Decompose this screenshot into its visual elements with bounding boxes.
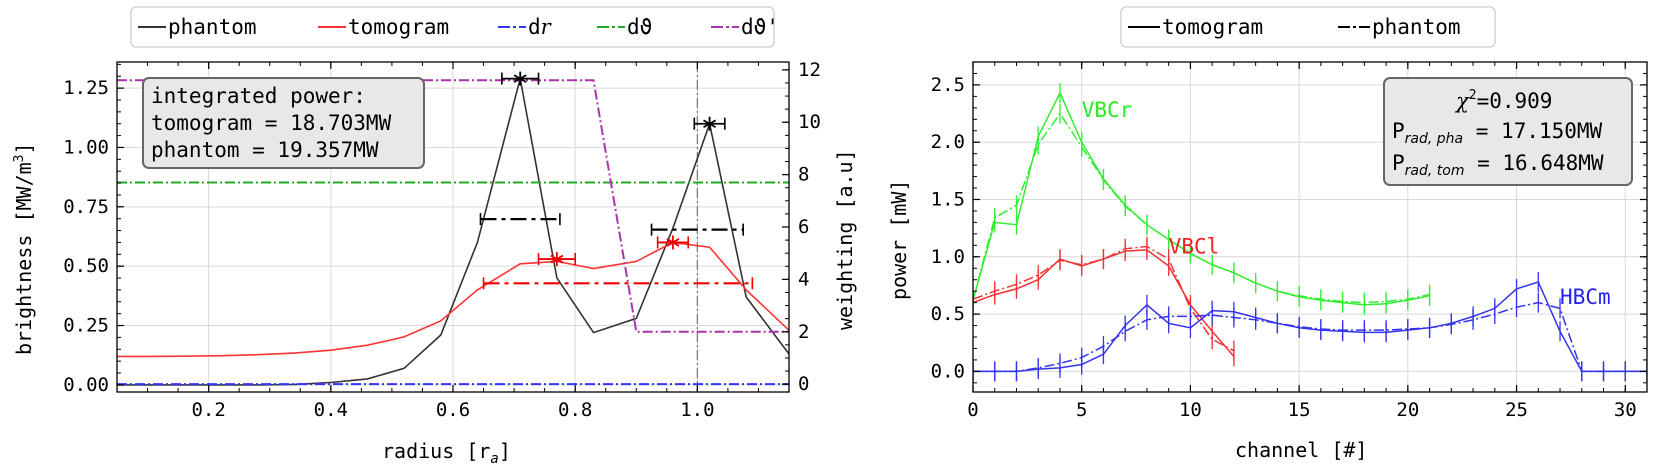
left-x-tick-label: 1.0 xyxy=(680,399,714,421)
legend-right-label: phantom xyxy=(1372,15,1461,39)
prad-tom-sub: rad, tom xyxy=(1405,163,1465,179)
right-series-group xyxy=(973,82,1647,382)
legend-left-label: tomogram xyxy=(348,15,449,39)
legend-left: phantom tomogram dr dϑ dϑ' xyxy=(130,6,779,48)
chi-value: =0.909 xyxy=(1477,89,1553,113)
right-x-tick-label: 30 xyxy=(1614,399,1637,421)
chi-superscript: 2 xyxy=(1469,88,1477,103)
right-y-axis-label: power [mW] xyxy=(887,180,911,300)
legend-left-label-part: d xyxy=(528,15,541,39)
camera-label-hbcm: HBCm xyxy=(1560,285,1611,309)
left-y2-tick-label: 10 xyxy=(798,111,821,133)
right-info-box: χ2=0.909 Prad, pha = 17.150MW Prad, tom … xyxy=(1383,77,1633,186)
right-x-tick-label: 0 xyxy=(967,399,978,421)
legend-left-frame xyxy=(130,6,775,48)
prad-pha-label: Prad, pha = 17.150MW xyxy=(1392,119,1603,147)
right-y-tick-label: 0.0 xyxy=(931,360,965,382)
right-y-tick-label: 2.0 xyxy=(931,131,965,153)
left-y2-axis-label: weighting [a.u] xyxy=(833,149,857,330)
left-info-line-3: phantom = 19.357MW xyxy=(151,138,379,162)
left-info-box-frame xyxy=(142,77,425,169)
prad-tom-main: P xyxy=(1392,151,1405,175)
right-x-tick-label: 25 xyxy=(1505,399,1528,421)
legend-left-label: dr xyxy=(528,15,553,39)
left-y2-tick-label: 2 xyxy=(798,321,809,343)
left-x-axis-label: radius [ra] xyxy=(382,439,511,467)
right-y-tick-label: 1.5 xyxy=(931,189,965,211)
left-y-tick-label: 0.25 xyxy=(63,315,109,337)
left-y-tick-label: 0.00 xyxy=(63,374,109,396)
prad-pha-sub: rad, pha xyxy=(1405,131,1463,147)
left-x-axis-label-end: ] xyxy=(499,439,511,463)
left-star-marker xyxy=(703,119,717,129)
chi-square-label: χ2=0.909 xyxy=(1454,88,1552,113)
axes-layer: 0.2 0.4 0.6 0.8 1.00.000.250.500.751.001.250… xyxy=(63,59,1648,421)
right-y-tick-label: 1.0 xyxy=(931,246,965,268)
left-y2-tick-label: 8 xyxy=(798,164,809,186)
left-y-tick-label: 1.00 xyxy=(63,136,109,158)
left-info-line-2: tomogram = 18.703MW xyxy=(151,111,392,135)
right-series-line-hbcm-phantom xyxy=(973,301,1647,373)
camera-label-vbcl: VBCl xyxy=(1169,234,1220,258)
left-info-box: integrated power: tomogram = 18.703MW ph… xyxy=(142,77,425,169)
left-y-axis-label-end: ] xyxy=(12,142,36,154)
left-x-tick-label: 0.4 xyxy=(314,399,348,421)
right-y-tick-label: 0.5 xyxy=(931,303,965,325)
camera-label-vbcr: VBCr xyxy=(1082,98,1133,122)
right-y-tick-label: 2.5 xyxy=(931,74,965,96)
right-plot-frame xyxy=(972,61,1648,393)
left-x-axis-label-sub: a xyxy=(490,451,498,467)
legend-right-frame xyxy=(1120,6,1496,48)
left-y-axis-label-sup: 3 xyxy=(12,155,27,163)
prad-tom-label: Prad, tom = 16.648MW xyxy=(1392,151,1604,179)
left-x-tick-label: 0.8 xyxy=(558,399,592,421)
left-y2-tick-label: 6 xyxy=(798,216,809,238)
left-x-tick-label: 0.2 xyxy=(191,399,225,421)
left-y2-tick-label: 12 xyxy=(798,59,821,81)
left-y-tick-label: 0.75 xyxy=(63,196,109,218)
legend-right: tomogram phantom xyxy=(1120,6,1496,48)
left-star-marker xyxy=(513,74,527,83)
legend-left-label-italic: r xyxy=(541,15,553,39)
left-x-tick-label: 0.6 xyxy=(436,399,470,421)
right-info-box-frame xyxy=(1383,77,1633,186)
left-star-marker xyxy=(550,254,564,264)
right-x-tick-label: 10 xyxy=(1179,399,1202,421)
legend-left-label: dϑ' xyxy=(741,15,779,39)
right-series-line-vbcr-phantom xyxy=(973,112,1430,304)
left-x-axis-label-main: radius [r xyxy=(382,439,490,463)
left-info-line-1: integrated power: xyxy=(151,84,366,108)
legend-left-label: dϑ xyxy=(627,15,652,39)
data-layer xyxy=(117,62,1647,392)
left-y-tick-label: 0.50 xyxy=(63,255,109,277)
right-series-line-hbcm-tomogram xyxy=(973,281,1647,373)
right-x-tick-label: 20 xyxy=(1396,399,1419,421)
right-x-tick-label: 5 xyxy=(1076,399,1087,421)
legend-left-label: phantom xyxy=(168,15,257,39)
left-y2-tick-label: 0 xyxy=(798,373,809,395)
left-y-tick-label: 1.25 xyxy=(63,77,109,99)
legend-right-label: tomogram xyxy=(1162,15,1263,39)
right-x-tick-label: 15 xyxy=(1288,399,1311,421)
chi-symbol: χ xyxy=(1454,89,1470,113)
left-y2-tick-label: 4 xyxy=(798,268,809,290)
legend-left-entries: phantom tomogram dr dϑ dϑ' xyxy=(138,15,779,39)
prad-pha-main: P xyxy=(1392,119,1405,143)
left-y-axis-label-main: brightness [MW/m xyxy=(12,162,36,355)
left-y-axis-label: brightness [MW/m3] xyxy=(12,142,36,355)
legend-right-entries: tomogram phantom xyxy=(1128,15,1461,39)
overlay-layer: VBCr VBCl HBCm xyxy=(1082,98,1611,309)
prad-pha-value: = 17.150MW xyxy=(1463,119,1602,143)
right-x-axis-label: channel [#] xyxy=(1235,438,1367,462)
prad-tom-value: = 16.648MW xyxy=(1464,151,1603,175)
left-star-marker xyxy=(666,238,680,247)
